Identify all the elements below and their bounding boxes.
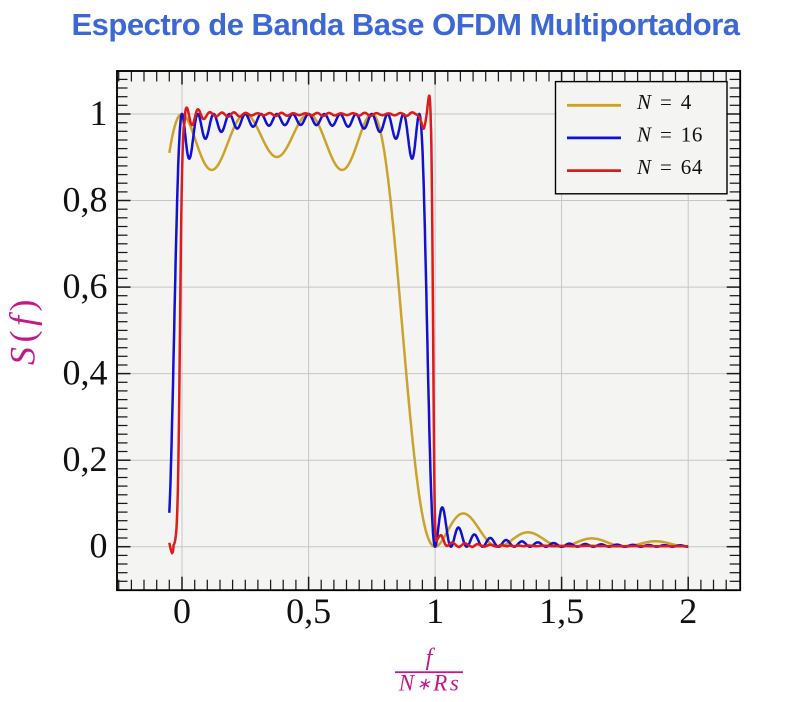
svg-text:1: 1 xyxy=(90,93,108,133)
svg-text:N = 4: N = 4 xyxy=(636,90,692,114)
svg-text:N∗Rs: N∗Rs xyxy=(398,671,462,696)
svg-text:N = 16: N = 16 xyxy=(636,122,703,146)
svg-text:0,6: 0,6 xyxy=(63,266,108,306)
svg-text:0: 0 xyxy=(90,526,108,566)
svg-text:S(f): S(f) xyxy=(3,295,43,365)
svg-text:0,8: 0,8 xyxy=(63,180,108,220)
svg-text:f: f xyxy=(426,645,436,671)
svg-text:0,2: 0,2 xyxy=(63,439,108,479)
svg-text:0: 0 xyxy=(173,591,191,631)
svg-text:1: 1 xyxy=(426,591,444,631)
svg-text:0,5: 0,5 xyxy=(286,591,331,631)
svg-text:0,4: 0,4 xyxy=(63,353,108,393)
svg-text:2: 2 xyxy=(679,591,697,631)
svg-text:1,5: 1,5 xyxy=(539,591,584,631)
svg-text:N = 64: N = 64 xyxy=(636,155,703,179)
